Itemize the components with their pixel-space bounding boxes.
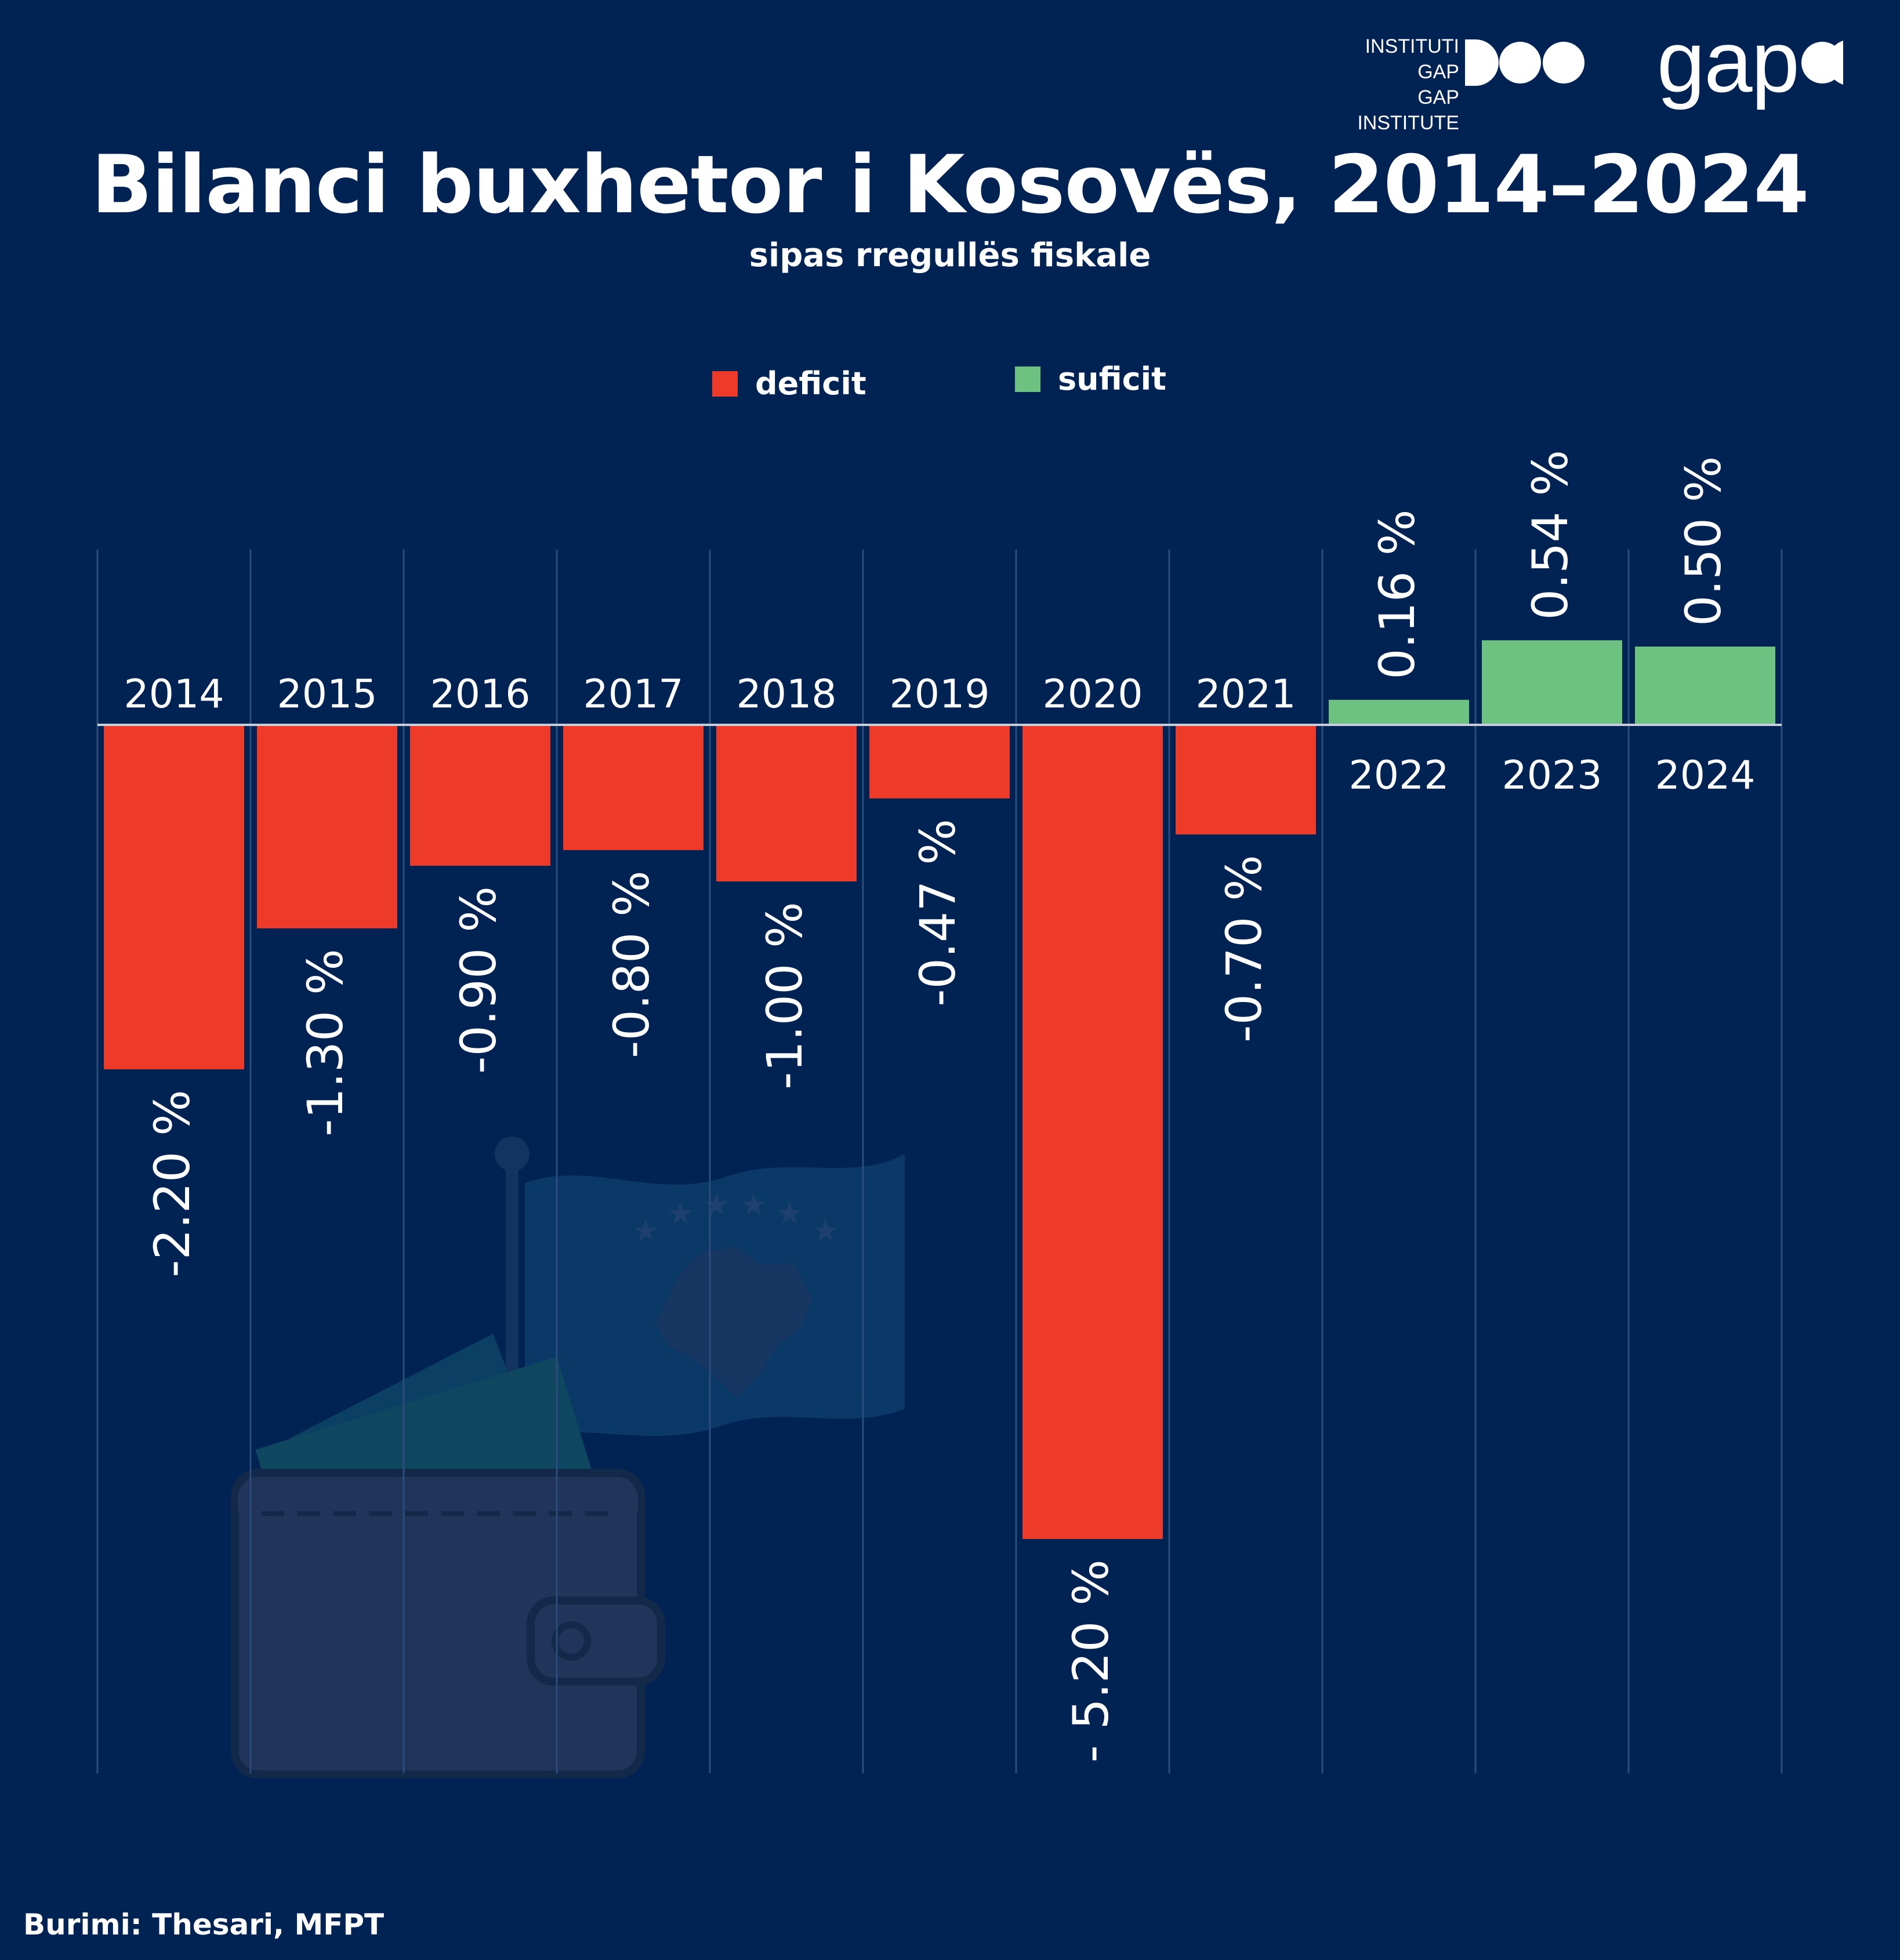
value-label-2016: -0.90 % bbox=[450, 886, 507, 1074]
logo-dots-left-icon bbox=[1465, 39, 1584, 86]
bars bbox=[104, 640, 1775, 1539]
bar-2016 bbox=[410, 725, 550, 866]
svg-text:★: ★ bbox=[740, 1188, 767, 1222]
chart-subtitle: sipas rregullës fiskale bbox=[749, 237, 1151, 274]
svg-text:★: ★ bbox=[667, 1196, 694, 1231]
value-label-2024: 0.50 % bbox=[1675, 456, 1732, 626]
bar-2022 bbox=[1329, 699, 1469, 725]
logo-line-1: INSTITUTI GAP bbox=[1365, 35, 1459, 83]
legend-item-deficit: deficit bbox=[712, 365, 866, 402]
logo-dots-right-icon bbox=[1801, 41, 1843, 85]
category-label-2017: 2017 bbox=[583, 672, 683, 717]
category-label-2016: 2016 bbox=[430, 672, 530, 717]
chart-title: Bilanci buxhetor i Kosovës, 2014–2024 bbox=[91, 138, 1810, 231]
value-label-2017: -0.80 % bbox=[603, 870, 660, 1058]
svg-text:★: ★ bbox=[632, 1214, 659, 1248]
value-label-2022: 0.16 % bbox=[1369, 509, 1426, 680]
svg-text:★: ★ bbox=[703, 1188, 730, 1222]
category-label-2020: 2020 bbox=[1042, 672, 1143, 717]
svg-text:★: ★ bbox=[812, 1214, 839, 1248]
legend-label-suficit: suficit bbox=[1058, 361, 1166, 397]
bar-2014 bbox=[104, 725, 244, 1069]
bar-2023 bbox=[1482, 640, 1622, 725]
wallet-flag-illustration: ★ ★ ★ ★ ★ ★ bbox=[231, 1137, 905, 1778]
source-note: Burimi: Thesari, MFPT bbox=[23, 1908, 385, 1941]
bar-2015 bbox=[257, 725, 397, 928]
value-label-2020: - 5.20 % bbox=[1063, 1559, 1119, 1763]
bar-2018 bbox=[716, 725, 857, 881]
logo-text: INSTITUTI GAP GAP INSTITUTE bbox=[1332, 34, 1459, 136]
legend-swatch-deficit bbox=[712, 371, 738, 397]
gridlines bbox=[96, 550, 1783, 1773]
category-labels: 2014 2015 2016 2017 2018 2019 2020 2021 2022 2023… bbox=[124, 672, 1755, 798]
logo-wordmark: gap bbox=[1656, 13, 1800, 110]
value-label-2021: -0.70 % bbox=[1216, 855, 1272, 1043]
svg-text:★: ★ bbox=[776, 1196, 803, 1231]
bar-2021 bbox=[1176, 725, 1316, 834]
value-label-2023: 0.54 % bbox=[1522, 450, 1579, 620]
category-label-2015: 2015 bbox=[277, 672, 377, 717]
category-label-2014: 2014 bbox=[124, 672, 224, 717]
gap-logo: INSTITUTI GAP GAP INSTITUTE gap bbox=[1332, 13, 1854, 134]
category-label-2024: 2024 bbox=[1655, 753, 1755, 798]
logo-line-2: GAP INSTITUTE bbox=[1357, 86, 1459, 134]
value-label-2015: -1.30 % bbox=[297, 949, 354, 1137]
legend-label-deficit: deficit bbox=[755, 365, 866, 402]
bar-2020 bbox=[1022, 725, 1163, 1539]
value-labels: -2.20 % -1.30 % -0.90 % -0.80 % -1.00 % -0.47… bbox=[144, 450, 1732, 1763]
bar-2024 bbox=[1635, 647, 1775, 725]
category-label-2018: 2018 bbox=[736, 672, 836, 717]
bar-2019 bbox=[869, 725, 1010, 798]
value-label-2019: -0.47 % bbox=[909, 819, 966, 1007]
category-label-2021: 2021 bbox=[1195, 672, 1296, 717]
category-label-2019: 2019 bbox=[889, 672, 989, 717]
value-label-2018: -1.00 % bbox=[756, 902, 813, 1090]
legend-item-suficit: suficit bbox=[1015, 361, 1166, 397]
value-label-2014: -2.20 % bbox=[144, 1090, 201, 1277]
category-label-2022: 2022 bbox=[1348, 753, 1449, 798]
category-label-2023: 2023 bbox=[1502, 753, 1602, 798]
bar-2017 bbox=[563, 725, 704, 850]
legend-swatch-suficit bbox=[1015, 366, 1040, 392]
